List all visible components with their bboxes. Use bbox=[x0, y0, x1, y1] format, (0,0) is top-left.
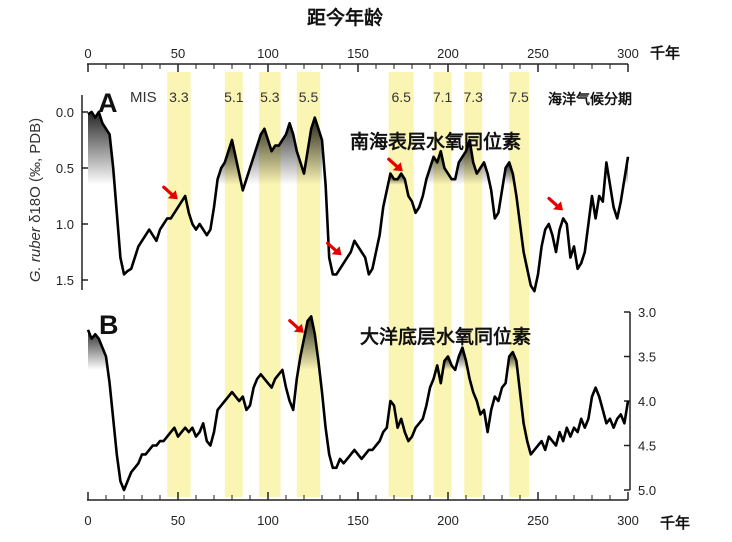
top-x-tick-label-300: 300 bbox=[617, 46, 639, 61]
red-arrows bbox=[162, 157, 563, 333]
mis-band-3.3 bbox=[167, 72, 191, 497]
panel-b-label: B bbox=[99, 310, 119, 340]
panel-a-curve bbox=[87, 110, 630, 293]
mis-label-7.3: 7.3 bbox=[463, 89, 483, 105]
mis-note: 海洋气候分期 bbox=[548, 91, 632, 108]
panel-a-red-arrow bbox=[387, 157, 403, 172]
panel-a-y-tick-label: 0.0 bbox=[56, 105, 74, 120]
red-arrow-head bbox=[392, 162, 403, 172]
panel-a-red-arrow bbox=[547, 196, 563, 211]
mis-label-3.3: 3.3 bbox=[169, 89, 189, 105]
panel-a-plot bbox=[87, 110, 630, 293]
mis-label-5.3: 5.3 bbox=[260, 89, 280, 105]
bottom-x-tick-label-300: 300 bbox=[617, 513, 639, 528]
panel-b-y-tick-label: 5.0 bbox=[638, 483, 656, 498]
top-x-tick-label-150: 150 bbox=[347, 46, 369, 61]
panel-b-y-tick-label: 3.5 bbox=[638, 350, 656, 365]
mis-label-6.5: 6.5 bbox=[391, 89, 411, 105]
panel-a-y-label: G. ruber δ18O (‰, PDB) bbox=[27, 118, 44, 282]
top-x-tick-label-50: 50 bbox=[171, 46, 185, 61]
panel-b-red-arrow bbox=[288, 319, 304, 333]
panel-a-label: A bbox=[98, 88, 118, 118]
panel-b-y-tick-label: 4.5 bbox=[638, 439, 656, 454]
series-b-label: 大洋底层水氧同位素 bbox=[360, 325, 531, 348]
y-label-unit: δ18O (‰, PDB) bbox=[27, 118, 44, 227]
panel-b-y-ticks: 3.0 3.5 4.0 4.5 5.0 bbox=[624, 305, 656, 498]
mis-label-7.5: 7.5 bbox=[509, 89, 529, 105]
series-a-label: 南海表层水氧同位素 bbox=[350, 130, 521, 153]
panel-b-y-tick-label: 3.0 bbox=[638, 305, 656, 320]
top-x-ticks: 0 50 100 150 200 250 300 bbox=[84, 46, 639, 72]
y-label-species: G. ruber bbox=[27, 226, 44, 282]
bottom-x-tick-label-50: 50 bbox=[171, 513, 185, 528]
panel-a-red-arrow bbox=[326, 241, 342, 256]
bottom-x-unit: 千年 bbox=[660, 514, 690, 532]
top-x-unit: 千年 bbox=[650, 44, 680, 62]
panel-b-y-tick-label: 4.0 bbox=[638, 394, 656, 409]
panel-b-plot bbox=[86, 315, 630, 492]
panel-b-peak-shading bbox=[88, 329, 106, 370]
top-x-tick-label-200: 200 bbox=[437, 46, 459, 61]
panel-b-curve bbox=[86, 315, 630, 492]
panel-a-peak-shading bbox=[426, 140, 488, 185]
mis-header: MIS bbox=[130, 89, 157, 106]
panel-a-y-tick-label: 1.0 bbox=[56, 217, 74, 232]
red-arrow-head bbox=[331, 246, 342, 256]
panel-a-red-arrow bbox=[162, 185, 178, 200]
panel-a-y-tick-label: 0.5 bbox=[56, 161, 74, 176]
bottom-x-tick-label-250: 250 bbox=[527, 513, 549, 528]
mis-band-6.5 bbox=[388, 72, 414, 497]
top-x-tick-label-250: 250 bbox=[527, 46, 549, 61]
bottom-x-tick-label-200: 200 bbox=[437, 513, 459, 528]
mis-label-5.1: 5.1 bbox=[224, 89, 244, 105]
top-x-tick-label-100: 100 bbox=[257, 46, 279, 61]
bottom-x-ticks: 0 50 100 150 200 250 300 bbox=[84, 492, 639, 528]
mis-label-5.5: 5.5 bbox=[299, 89, 319, 105]
panel-a-y-ticks: 0.0 0.5 1.0 1.5 bbox=[56, 105, 88, 288]
red-arrow-head bbox=[167, 190, 178, 200]
mis-band-5.1 bbox=[224, 72, 243, 497]
mis-label-7.1: 7.1 bbox=[433, 89, 453, 105]
red-arrow-head bbox=[553, 201, 563, 211]
bottom-x-tick-label-150: 150 bbox=[347, 513, 369, 528]
red-arrow-head bbox=[293, 323, 304, 333]
bottom-x-tick-label-100: 100 bbox=[257, 513, 279, 528]
mis-stage-labels: 3.3 5.1 5.3 5.5 6.5 7.1 7.3 7.5 bbox=[169, 89, 529, 105]
panel-b-peak-shading bbox=[509, 352, 517, 370]
chart-title: 距今年龄 bbox=[307, 6, 384, 29]
bottom-x-tick-label-0: 0 bbox=[84, 513, 91, 528]
panel-a-y-tick-label: 1.5 bbox=[56, 273, 74, 288]
panel-a-peak-shading bbox=[88, 112, 114, 185]
top-x-tick-label-0: 0 bbox=[84, 46, 91, 61]
